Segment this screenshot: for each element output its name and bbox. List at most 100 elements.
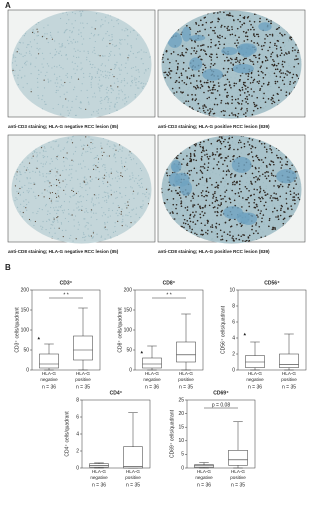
stained-cell [270,55,272,58]
texture [138,76,141,78]
stained-cell [188,217,191,220]
texture [229,36,231,38]
stained-cell [250,182,253,184]
stained-cell [202,233,204,236]
texture [94,96,96,98]
texture [46,180,48,182]
stained-cell [211,226,214,228]
texture [98,76,100,78]
texture [185,42,187,44]
texture [148,193,150,195]
texture [220,13,222,15]
texture [218,115,220,117]
stained-cell [215,222,218,225]
stained-cell [231,112,233,114]
stained-cell [245,239,248,242]
stained-cell [240,235,243,238]
stained-cell [277,185,279,187]
stained-cell [289,190,292,193]
texture [14,70,16,72]
texture [53,65,56,67]
texture [66,106,68,108]
texture [184,71,186,73]
texture [135,66,137,68]
texture [216,229,219,231]
texture [183,78,186,81]
stained-cell [129,151,131,153]
stained-cell [169,70,172,72]
texture [47,81,50,83]
texture [221,31,223,33]
stained-cell [198,70,200,72]
stained-cell [183,81,186,84]
texture [40,225,42,227]
texture [214,233,217,235]
stained-cell [237,42,239,44]
texture [279,162,281,164]
texture [104,98,106,100]
y-tick-label: 50 [126,347,132,353]
texture [120,89,122,91]
stained-cell [253,35,256,38]
stained-cell [214,153,217,156]
texture [195,104,198,106]
texture [62,212,64,214]
stained-cell [119,144,121,146]
texture [66,158,68,160]
texture [56,194,58,196]
stained-cell [270,53,273,55]
texture [253,27,255,29]
texture [130,67,133,69]
texture [220,171,222,173]
stained-cell [258,167,260,169]
texture [203,205,205,207]
texture [213,15,215,17]
stained-cell [226,71,229,73]
texture [97,112,99,114]
stained-cell [175,72,178,74]
stained-cell [58,227,60,229]
texture [119,148,121,150]
stained-cell [193,214,196,216]
texture [34,183,36,185]
category-label: HLA-G negative [40,371,57,382]
texture [86,22,88,25]
stained-cell [236,27,239,30]
stained-cell [228,170,230,173]
texture [80,13,82,15]
chart-title: CD69⁺ [213,390,229,396]
stained-cell [65,98,67,100]
texture [141,205,143,208]
stained-cell [276,55,279,58]
texture [68,174,70,176]
texture [262,208,264,211]
texture [50,206,52,209]
stained-cell [180,72,183,75]
stained-cell [190,231,193,233]
texture [251,75,253,77]
texture [88,235,90,238]
texture [55,51,58,53]
stained-cell [253,188,256,191]
stained-cell [216,210,219,213]
stained-cell [293,199,296,201]
texture [259,100,262,102]
stained-cell [234,34,237,37]
texture [102,182,105,185]
texture [106,75,108,77]
stained-cell [217,12,219,14]
texture [182,83,184,85]
texture [217,31,220,33]
texture [276,212,278,214]
texture [61,43,63,45]
texture [80,195,82,197]
stained-cell [210,92,213,94]
texture [92,51,94,53]
stained-cell [218,40,220,43]
stained-cell [220,198,223,200]
texture [294,64,296,66]
texture [241,83,243,85]
texture [65,229,67,231]
texture [248,22,250,24]
texture [290,169,293,171]
